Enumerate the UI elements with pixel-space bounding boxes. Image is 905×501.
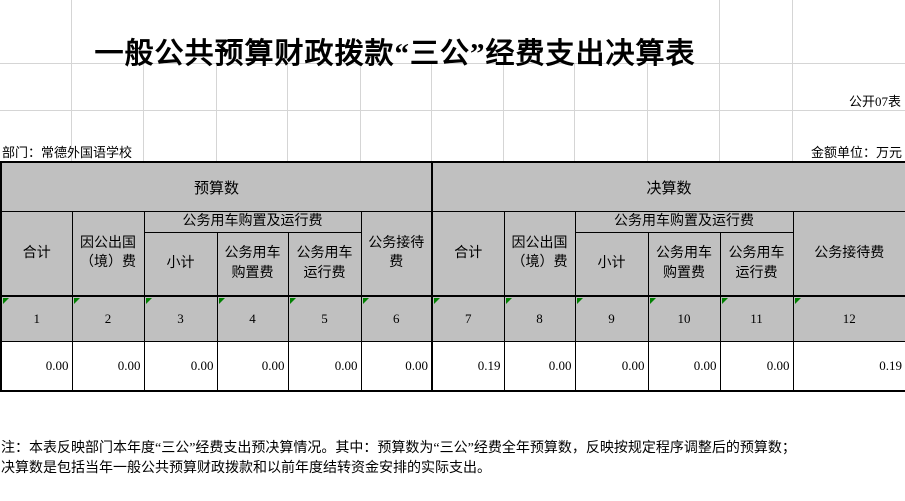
header-budget-abroad[interactable]: 因公出国（境）费 bbox=[71, 210, 145, 297]
cell-error-triangle-icon bbox=[649, 297, 656, 304]
value-cell-budget-total[interactable]: 0.00 bbox=[0, 340, 73, 392]
gridline-segment bbox=[792, 0, 793, 63]
cell-error-triangle-icon bbox=[505, 297, 512, 304]
value-cell-budget-reception[interactable]: 0.00 bbox=[360, 340, 433, 392]
gridline-segment bbox=[216, 110, 217, 161]
gridline-segment bbox=[647, 110, 648, 161]
gridline-segment bbox=[71, 0, 72, 63]
cell-error-triangle-icon bbox=[145, 297, 152, 304]
value-cell-final-abroad[interactable]: 0.00 bbox=[503, 340, 576, 392]
cell-error-triangle-icon bbox=[721, 297, 728, 304]
gridline-segment bbox=[574, 63, 575, 110]
value-cell-final-total[interactable]: 0.19 bbox=[431, 340, 505, 392]
gridline-segment bbox=[360, 63, 361, 110]
gridline-segment bbox=[792, 110, 793, 161]
gridline-segment bbox=[719, 0, 720, 63]
header-budget-vehicle-operation[interactable]: 公务用车运行费 bbox=[287, 231, 362, 297]
gridline-segment bbox=[143, 110, 144, 161]
gridline-segment bbox=[792, 63, 793, 110]
header-final-vehicle-group[interactable]: 公务用车购置及运行费 bbox=[574, 211, 794, 233]
note-line-1: 注：本表反映部门本年度“三公”经费支出预决算情况。其中：预算数为“三公”经费全年… bbox=[1, 441, 796, 456]
section-header-budget[interactable]: 预算数 bbox=[0, 161, 433, 212]
value-cell-budget-vehicle-subtotal[interactable]: 0.00 bbox=[143, 340, 218, 392]
cell-error-triangle-icon bbox=[218, 297, 225, 304]
gridline-segment bbox=[71, 63, 72, 110]
header-final-vehicle-purchase[interactable]: 公务用车购置费 bbox=[647, 231, 721, 297]
header-budget-reception[interactable]: 公务接待费 bbox=[360, 210, 433, 297]
gridline-segment bbox=[71, 110, 72, 161]
value-cell-final-vehicle-purchase[interactable]: 0.00 bbox=[647, 340, 721, 392]
column-number-cell[interactable]: 1 bbox=[0, 294, 73, 342]
unit-label: 金额单位：万元 bbox=[810, 145, 902, 160]
table-code-label: 公开07表 bbox=[848, 94, 901, 109]
gridline-segment bbox=[287, 63, 288, 110]
value-cell-budget-vehicle-purchase[interactable]: 0.00 bbox=[216, 340, 289, 392]
gridline-segment bbox=[0, 110, 905, 111]
header-final-abroad[interactable]: 因公出国（境）费 bbox=[503, 210, 576, 297]
header-final-vehicle-operation[interactable]: 公务用车运行费 bbox=[719, 231, 794, 297]
header-budget-vehicle-subtotal[interactable]: 小计 bbox=[143, 231, 218, 297]
column-number-cell[interactable]: 2 bbox=[71, 294, 145, 342]
gridline-segment bbox=[503, 63, 504, 110]
gridline-segment bbox=[431, 63, 432, 110]
gridline-segment bbox=[574, 110, 575, 161]
cell-error-triangle-icon bbox=[576, 297, 583, 304]
column-number-cell[interactable]: 3 bbox=[143, 294, 218, 342]
cell-error-triangle-icon bbox=[73, 297, 80, 304]
header-final-total[interactable]: 合计 bbox=[431, 210, 505, 297]
header-final-reception[interactable]: 公务接待费 bbox=[792, 210, 905, 297]
cell-error-triangle-icon bbox=[362, 297, 369, 304]
gridline-segment bbox=[0, 63, 905, 64]
gridline-segment bbox=[719, 63, 720, 110]
gridline-segment bbox=[647, 63, 648, 110]
cell-error-triangle-icon bbox=[3, 297, 9, 304]
note-line-2: 决算数是包括当年一般公共预算财政拨款和以前年度结转资金安排的实际支出。 bbox=[1, 461, 491, 476]
column-number-cell[interactable]: 12 bbox=[792, 294, 905, 342]
cell-error-triangle-icon bbox=[434, 297, 441, 304]
sheet-title: 一般公共预算财政拨款“三公”经费支出决算表 bbox=[94, 38, 696, 70]
column-number-cell[interactable]: 11 bbox=[719, 294, 794, 342]
department-label: 部门：常德外国语学校 bbox=[2, 145, 133, 160]
column-number-cell[interactable]: 5 bbox=[287, 294, 362, 342]
gridline-segment bbox=[503, 110, 504, 161]
column-number-cell[interactable]: 6 bbox=[360, 294, 433, 342]
column-number-cell[interactable]: 10 bbox=[647, 294, 721, 342]
cell-error-triangle-icon bbox=[289, 297, 296, 304]
value-cell-budget-vehicle-operation[interactable]: 0.00 bbox=[287, 340, 362, 392]
header-final-vehicle-subtotal[interactable]: 小计 bbox=[574, 231, 649, 297]
value-cell-budget-abroad[interactable]: 0.00 bbox=[71, 340, 145, 392]
column-number-cell[interactable]: 8 bbox=[503, 294, 576, 342]
header-budget-vehicle-purchase[interactable]: 公务用车购置费 bbox=[216, 231, 289, 297]
header-budget-vehicle-group[interactable]: 公务用车购置及运行费 bbox=[143, 211, 362, 233]
gridline-segment bbox=[216, 63, 217, 110]
section-header-final[interactable]: 决算数 bbox=[431, 161, 905, 212]
footnote: 注：本表反映部门本年度“三公”经费支出预决算情况。其中：预算数为“三公”经费全年… bbox=[1, 439, 796, 479]
header-budget-total[interactable]: 合计 bbox=[0, 210, 73, 297]
gridline-segment bbox=[287, 110, 288, 161]
gridline-segment bbox=[431, 110, 432, 161]
gridline-segment bbox=[143, 63, 144, 110]
value-cell-final-vehicle-subtotal[interactable]: 0.00 bbox=[574, 340, 649, 392]
gridline-segment bbox=[719, 110, 720, 161]
value-cell-final-reception[interactable]: 0.19 bbox=[792, 340, 905, 392]
value-cell-final-vehicle-operation[interactable]: 0.00 bbox=[719, 340, 794, 392]
column-number-cell[interactable]: 4 bbox=[216, 294, 289, 342]
sangong-expenditure-table: 预算数 决算数 合计 因公出国（境）费 公务用车购置及运行费 公务接待费 合计 … bbox=[0, 161, 905, 392]
gridline-segment bbox=[360, 110, 361, 161]
cell-error-triangle-icon bbox=[794, 297, 801, 304]
column-number-cell[interactable]: 9 bbox=[574, 294, 649, 342]
column-number-cell[interactable]: 7 bbox=[431, 294, 505, 342]
